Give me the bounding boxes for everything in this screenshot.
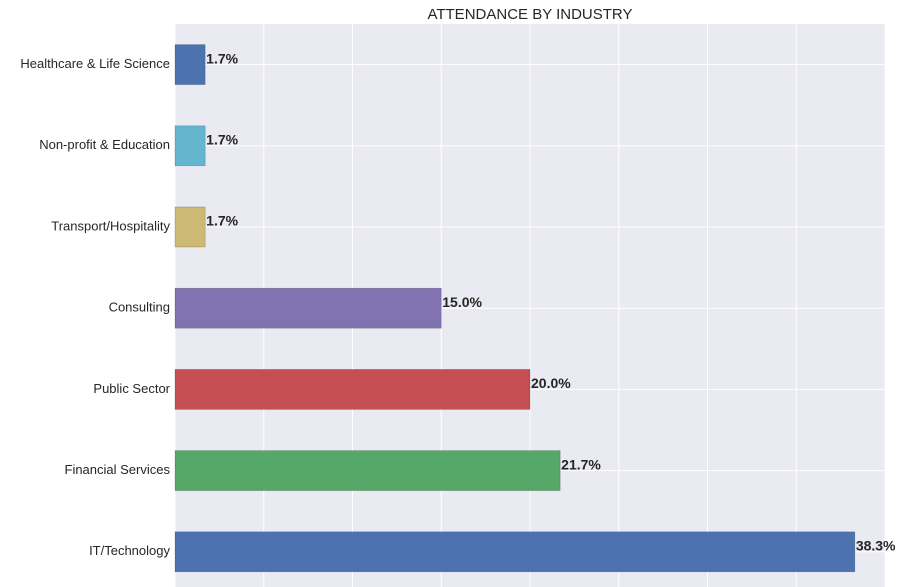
bar <box>174 450 561 491</box>
y-tick-label: Financial Services <box>65 462 171 477</box>
value-label: 20.0% <box>531 375 571 391</box>
y-tick-label: Healthcare & Life Science <box>20 56 170 71</box>
value-label: 1.7% <box>206 132 238 148</box>
bar <box>174 206 206 248</box>
bar <box>174 287 442 329</box>
y-tick-label: Transport/Hospitality <box>51 218 170 233</box>
y-tick-label: Consulting <box>109 300 170 315</box>
chart-title: ATTENDANCE BY INDUSTRY <box>427 6 632 23</box>
y-tick-label: Public Sector <box>93 381 170 396</box>
y-tick-label: IT/Technology <box>89 543 170 558</box>
y-tick-label: Non-profit & Education <box>39 137 170 152</box>
bar <box>174 125 206 167</box>
bar <box>174 44 206 85</box>
value-label: 1.7% <box>206 213 238 229</box>
value-label: 15.0% <box>442 294 482 310</box>
value-label: 38.3% <box>856 538 896 554</box>
value-label: 1.7% <box>206 50 238 66</box>
value-label: 21.7% <box>561 456 601 472</box>
bar <box>174 369 531 410</box>
bar <box>174 531 856 573</box>
